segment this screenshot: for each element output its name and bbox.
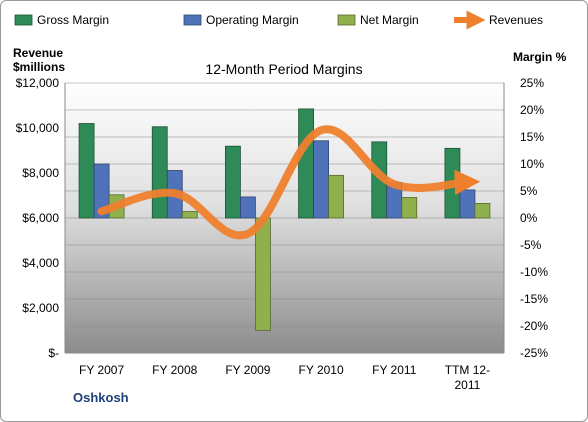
right-tick-label: 25% — [520, 76, 544, 90]
net-margin-bar — [401, 197, 418, 219]
chart-title: 12-Month Period Margins — [205, 61, 362, 77]
net-margin-bar — [328, 174, 344, 219]
net-margin-bar — [255, 217, 271, 331]
net-margin-legend-label: Net Margin — [360, 13, 419, 27]
company-name: Oshkosh — [73, 390, 129, 405]
x-tick-label: FY 2011 — [372, 363, 417, 377]
right-tick-label: -15% — [520, 292, 548, 306]
left-tick-label: $10,000 — [16, 121, 60, 135]
net-margin-bar — [181, 211, 198, 219]
operating-margin-bar — [93, 163, 110, 219]
right-tick-label: -20% — [520, 319, 548, 333]
right-axis-label: Margin % — [513, 50, 567, 64]
x-tick-label: TTM 12- — [445, 363, 490, 377]
x-tick-label: FY 2007 — [79, 363, 124, 377]
net-margin-bar — [474, 203, 491, 219]
gross-margin-legend-swatch — [14, 14, 33, 26]
left-tick-label: $2,000 — [22, 301, 59, 315]
operating-margin-legend-label: Operating Margin — [206, 13, 299, 27]
revenues-legend-label: Revenues — [489, 13, 543, 27]
x-tick-label: FY 2009 — [225, 363, 270, 377]
right-tick-label: 5% — [520, 184, 538, 198]
right-tick-label: -25% — [520, 346, 548, 360]
left-tick-label: $4,000 — [22, 256, 59, 270]
left-tick-label: $6,000 — [22, 211, 59, 225]
gross-margin-legend-label: Gross Margin — [37, 13, 109, 27]
revenues-line — [97, 125, 481, 240]
left-tick-label: $8,000 — [22, 166, 59, 180]
net-margin-legend-swatch — [337, 14, 356, 26]
right-tick-label: 10% — [520, 157, 544, 171]
left-tick-label: $- — [48, 346, 59, 360]
left-axis-label-line1: Revenue — [13, 46, 63, 60]
left-tick-label: $12,000 — [16, 76, 60, 90]
x-tick-label: FY 2008 — [152, 363, 197, 377]
right-tick-label: 15% — [520, 130, 544, 144]
gross-margin-bar — [151, 126, 168, 219]
operating-margin-bar — [240, 196, 256, 219]
right-tick-label: -5% — [520, 238, 542, 252]
right-tick-label: 0% — [520, 211, 538, 225]
right-tick-label: 20% — [520, 103, 544, 117]
x-tick-label: 2011 — [455, 378, 481, 392]
operating-margin-legend-swatch — [183, 14, 202, 26]
gross-margin-bar — [78, 123, 95, 219]
gross-margin-bar — [225, 145, 241, 219]
operating-margin-bar — [459, 189, 476, 219]
gross-margin-bar — [298, 108, 314, 219]
operating-margin-bar — [313, 140, 329, 219]
left-axis-label-line2: $millions — [13, 60, 65, 74]
x-tick-label: FY 2010 — [299, 363, 344, 377]
right-tick-label: -10% — [520, 265, 548, 279]
